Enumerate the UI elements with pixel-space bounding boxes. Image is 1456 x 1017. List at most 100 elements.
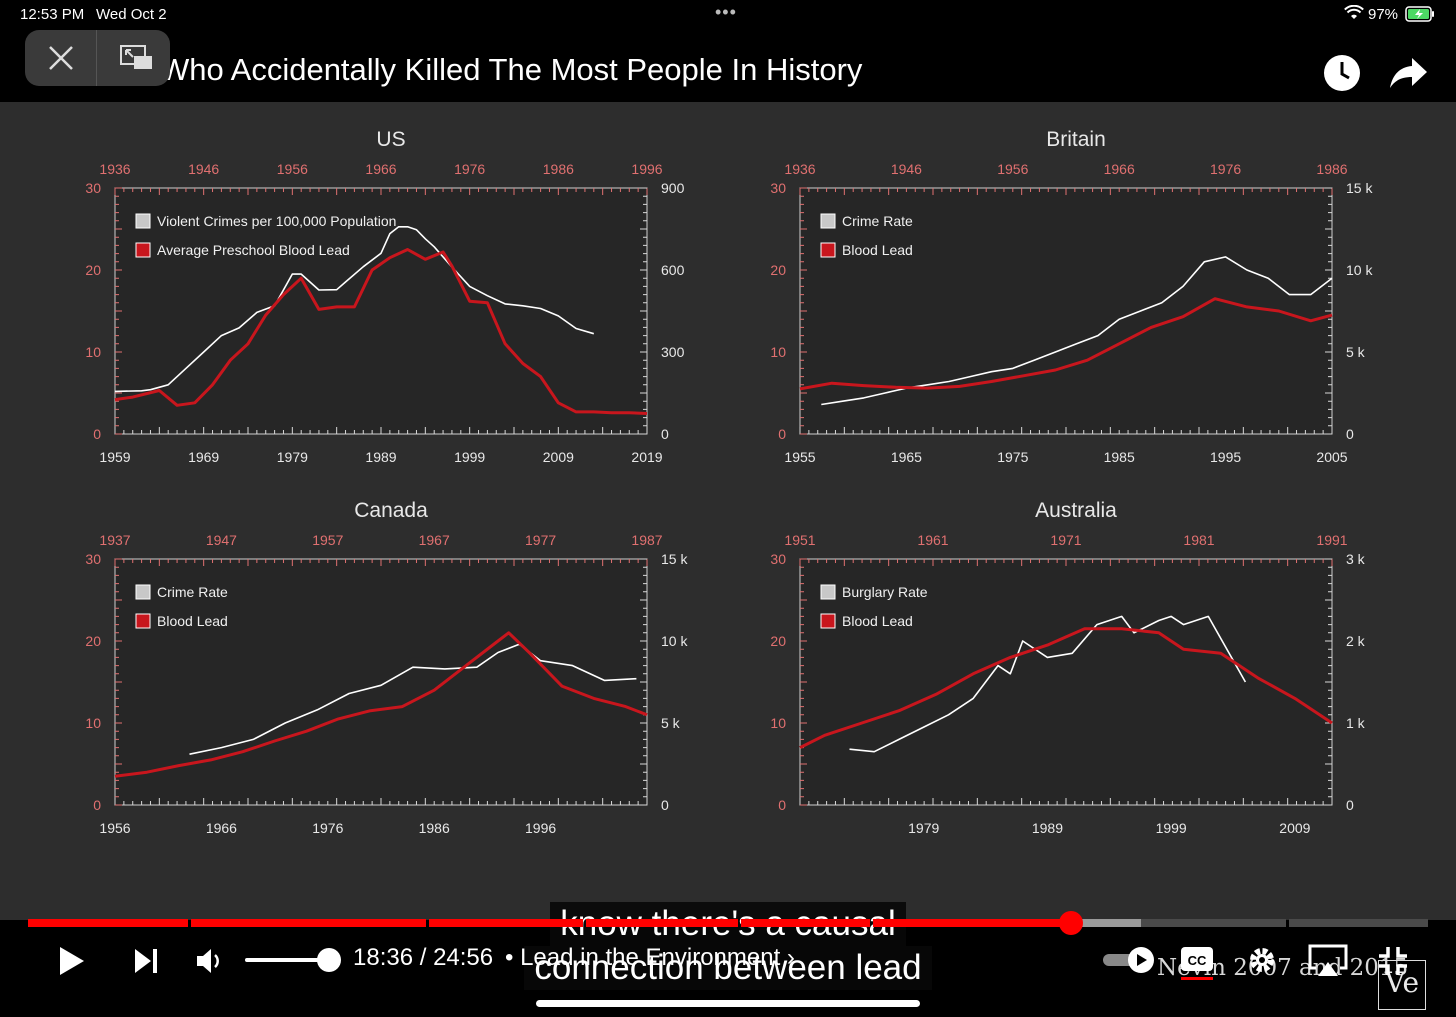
us-y-right-tick-label: 600	[661, 262, 685, 278]
australia-y-left-tick-label: 30	[770, 551, 786, 567]
next-video-icon[interactable]	[134, 948, 160, 974]
australia-top-ticks	[799, 559, 1333, 566]
time-display: 18:36 / 24:56	[353, 944, 494, 971]
played-chapter-segment[interactable]	[429, 919, 583, 927]
britain-x-top-tick-label: 1946	[891, 161, 922, 177]
us-y-left-tick-label: 20	[85, 262, 101, 278]
status-time: 12:53 PM	[20, 6, 85, 23]
unplayed-segment[interactable]	[1141, 919, 1286, 927]
britain-left-ticks	[800, 187, 807, 435]
wifi-icon	[1344, 5, 1364, 19]
us-x-top-tick-label: 1946	[188, 161, 219, 177]
canada-x-tick-label: 1986	[419, 820, 450, 836]
picture-in-picture-icon	[120, 45, 152, 69]
canada-chart-title: Canada	[354, 499, 428, 522]
close-icon	[49, 46, 73, 70]
australia-legend-label: Burglary Rate	[842, 584, 928, 600]
play-icon[interactable]	[58, 946, 86, 976]
chapter-button[interactable]: • Lead in the Environment ›	[505, 944, 795, 972]
us-x-top-tick-label: 1936	[99, 161, 130, 177]
canada-x-top-tick-label: 1947	[206, 532, 237, 548]
canada-x-tick-label: 1956	[99, 820, 130, 836]
australia-chart-title: Australia	[1035, 499, 1117, 522]
canada-series-line-crime	[189, 643, 637, 755]
canada-top-ticks	[114, 559, 648, 566]
canada-x-top-tick-label: 1987	[631, 532, 662, 548]
australia-series-line-lead	[799, 627, 1333, 749]
canada-legend-label: Blood Lead	[157, 613, 228, 629]
seek-bar[interactable]	[28, 911, 1428, 935]
us-x-top-tick-label: 1976	[454, 161, 485, 177]
played-chapter-segment[interactable]	[191, 919, 426, 927]
us-chart-title: US	[376, 128, 405, 151]
volume-icon[interactable]	[196, 947, 226, 975]
australia-x-tick-label: 1999	[1156, 820, 1187, 836]
title-row	[0, 30, 1456, 102]
britain-y-left-tick-label: 20	[770, 262, 786, 278]
pip-controls	[25, 30, 170, 86]
britain-top-ticks	[799, 188, 1333, 195]
canada-x-tick-label: 1996	[525, 820, 556, 836]
canada-legend-swatch	[135, 613, 151, 629]
settings-gear-icon[interactable]	[1248, 946, 1276, 974]
canada-y-right-tick-label: 10 k	[661, 633, 688, 649]
volume-slider[interactable]	[245, 958, 329, 962]
britain-x-top-tick-label: 1966	[1104, 161, 1135, 177]
canada-x-tick-label: 1966	[206, 820, 237, 836]
buffered-segment[interactable]	[1071, 919, 1141, 927]
britain-x-top-tick-label: 1956	[997, 161, 1028, 177]
australia-bottom-ticks	[799, 798, 1333, 805]
autoplay-toggle-icon[interactable]	[1102, 946, 1156, 974]
us-y-left-tick-label: 10	[85, 344, 101, 360]
multitask-dots-icon[interactable]: •••	[715, 2, 737, 22]
home-indicator[interactable]	[536, 1000, 920, 1007]
us-x-top-tick-label: 1956	[277, 161, 308, 177]
australia-x-tick-label: 1989	[1032, 820, 1063, 836]
australia-x-top-tick-label: 1961	[917, 532, 948, 548]
britain-y-right-tick-label: 0	[1346, 426, 1354, 442]
closed-captions-icon[interactable]: CC	[1180, 944, 1214, 982]
britain-x-tick-label: 1975	[997, 449, 1028, 465]
watch-later-icon[interactable]	[1323, 54, 1361, 92]
airplay-icon[interactable]	[1308, 944, 1348, 978]
britain-legend-label: Blood Lead	[842, 242, 913, 258]
close-button[interactable]	[25, 30, 97, 86]
us-x-tick-label: 1989	[365, 449, 396, 465]
exit-fullscreen-icon[interactable]	[1378, 946, 1408, 976]
canada-x-top-tick-label: 1977	[525, 532, 556, 548]
us-x-tick-label: 1999	[454, 449, 485, 465]
canada-series-line-lead	[114, 631, 648, 778]
britain-x-tick-label: 1995	[1210, 449, 1241, 465]
played-chapter-segment[interactable]	[586, 919, 738, 927]
canada-y-left-tick-label: 0	[93, 797, 101, 813]
veritasium-logo: Ve	[1378, 960, 1426, 1010]
us-x-tick-label: 1969	[188, 449, 219, 465]
canada-right-ticks	[640, 558, 647, 806]
share-icon[interactable]	[1388, 56, 1428, 90]
canada-legend-swatch	[135, 584, 151, 600]
australia-y-left-tick-label: 20	[770, 633, 786, 649]
caption-line: connection between lead	[524, 946, 932, 990]
us-top-ticks	[114, 188, 648, 195]
played-chapter-segment[interactable]	[873, 919, 1071, 927]
britain-chart-title: Britain	[1046, 128, 1106, 151]
canada-x-top-tick-label: 1937	[99, 532, 130, 548]
played-chapter-segment[interactable]	[741, 919, 870, 927]
australia-x-tick-label: 1979	[908, 820, 939, 836]
us-y-left-tick-label: 0	[93, 426, 101, 442]
britain-x-tick-label: 1955	[784, 449, 815, 465]
canada-bottom-ticks	[114, 798, 648, 805]
seek-bar-knob[interactable]	[1059, 911, 1083, 935]
australia-series-line-crime	[849, 615, 1247, 753]
pip-toggle-button[interactable]	[98, 30, 170, 86]
australia-y-left-tick-label: 10	[770, 715, 786, 731]
britain-legend-swatch	[820, 242, 836, 258]
australia-left-ticks	[800, 558, 807, 806]
volume-slider-knob[interactable]	[317, 948, 341, 972]
canada-y-left-tick-label: 20	[85, 633, 101, 649]
us-x-tick-label: 1979	[277, 449, 308, 465]
chapter-separator: •	[505, 944, 521, 971]
video-frame[interactable]: US 1959 1969 1979 1989 1999 2009 2019 1936 1946 19…	[0, 102, 1456, 1010]
played-chapter-segment[interactable]	[28, 919, 188, 927]
unplayed-segment[interactable]	[1289, 919, 1428, 927]
